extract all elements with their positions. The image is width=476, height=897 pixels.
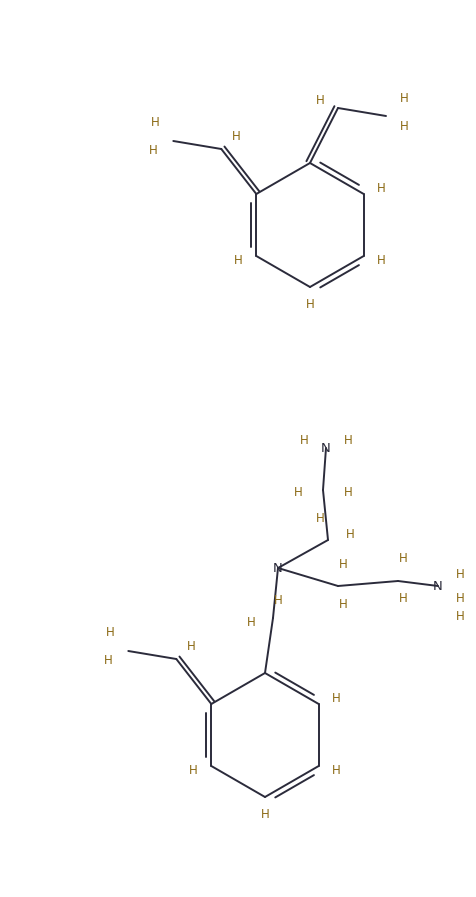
Text: H: H	[247, 616, 256, 630]
Text: H: H	[149, 144, 158, 158]
Text: H: H	[344, 486, 352, 500]
Text: H: H	[338, 558, 347, 570]
Text: H: H	[400, 91, 408, 104]
Text: H: H	[456, 591, 465, 605]
Text: H: H	[338, 597, 347, 611]
Text: N: N	[433, 579, 443, 593]
Text: H: H	[106, 626, 115, 640]
Text: H: H	[234, 255, 243, 267]
Text: H: H	[316, 511, 324, 525]
Text: H: H	[456, 609, 465, 623]
Text: H: H	[398, 593, 407, 605]
Text: N: N	[273, 562, 283, 574]
Text: H: H	[398, 553, 407, 565]
Text: H: H	[346, 528, 354, 542]
Text: H: H	[187, 640, 196, 654]
Text: H: H	[274, 594, 282, 606]
Text: H: H	[261, 808, 269, 822]
Text: H: H	[377, 255, 386, 267]
Text: H: H	[316, 93, 324, 107]
Text: H: H	[306, 299, 314, 311]
Text: H: H	[377, 182, 386, 196]
Text: H: H	[104, 655, 113, 667]
Text: H: H	[189, 764, 198, 778]
Text: H: H	[151, 117, 159, 129]
Text: H: H	[456, 568, 465, 580]
Text: H: H	[294, 486, 302, 500]
Text: H: H	[299, 433, 308, 447]
Text: H: H	[332, 764, 341, 778]
Text: H: H	[400, 119, 408, 133]
Text: H: H	[344, 433, 352, 447]
Text: N: N	[321, 441, 331, 455]
Text: H: H	[232, 130, 241, 144]
Text: H: H	[332, 692, 341, 706]
